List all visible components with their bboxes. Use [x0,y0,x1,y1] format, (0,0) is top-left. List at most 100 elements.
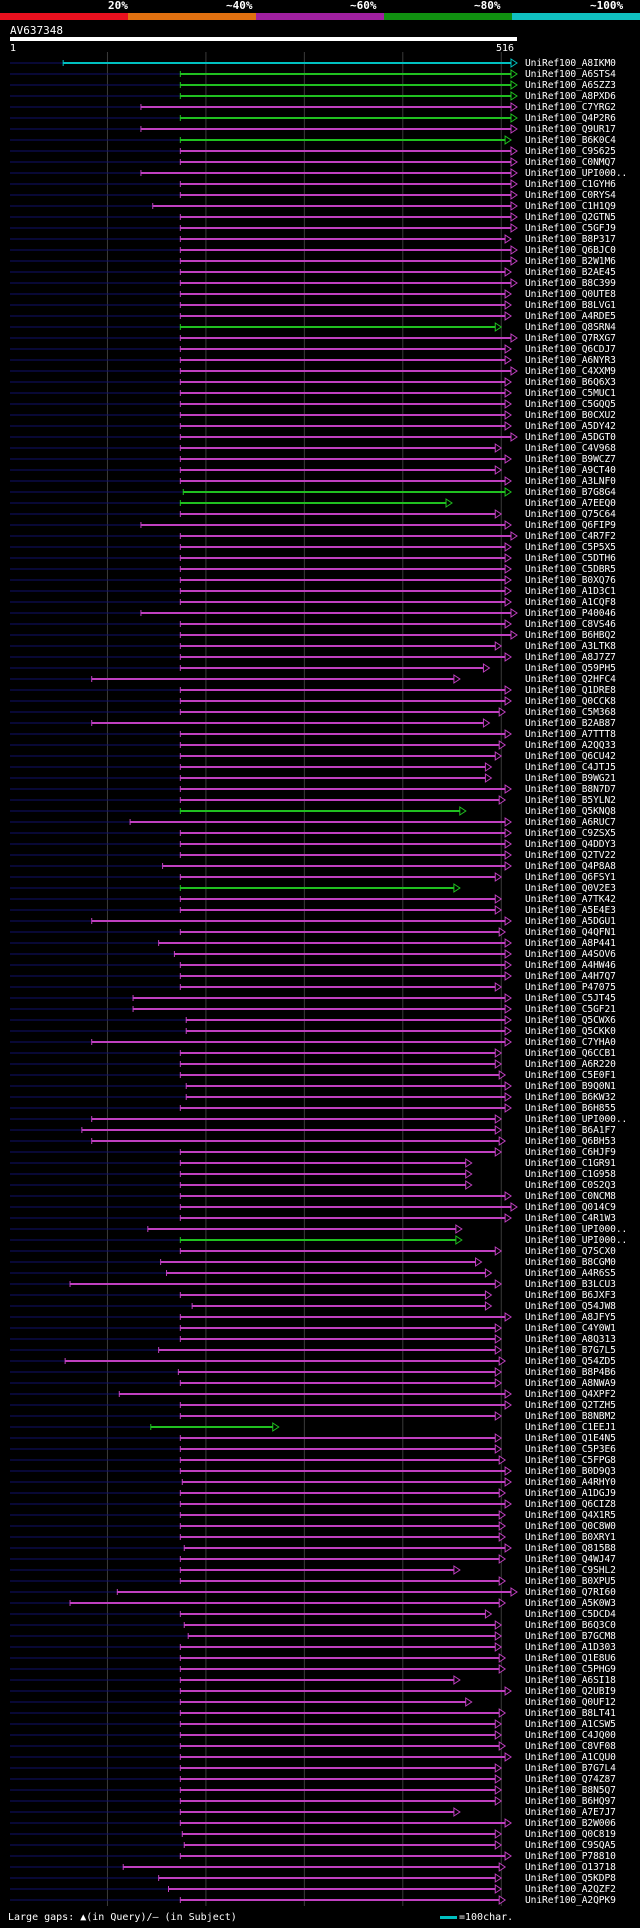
hit-label[interactable]: UniRef100_C5M368 [525,707,616,718]
hit-label[interactable]: UniRef100_A8IKM0 [525,58,616,69]
hit-label[interactable]: UniRef100_Q4P8A8 [525,861,616,872]
hit-label[interactable]: UniRef100_A7E7J7 [525,1807,616,1818]
hit-label[interactable]: UniRef100_Q74Z87 [525,1774,616,1785]
hit-label[interactable]: UniRef100_B2AE45 [525,267,616,278]
hit-label[interactable]: UniRef100_C0NMQ7 [525,157,616,168]
hit-label[interactable]: UniRef100_B8LVG1 [525,300,616,311]
hit-label[interactable]: UniRef100_A1D303 [525,1642,616,1653]
hit-label[interactable]: UniRef100_A5E4E3 [525,905,616,916]
hit-label[interactable]: UniRef100_B8P4B6 [525,1367,616,1378]
hit-label[interactable]: UniRef100_A6SI18 [525,1675,616,1686]
hit-label[interactable]: UniRef100_Q4QFN1 [525,927,616,938]
hit-label[interactable]: UniRef100_Q5CWX6 [525,1015,616,1026]
hit-label[interactable]: UniRef100_C4R7F2 [525,531,616,542]
hit-label[interactable]: UniRef100_Q75C64 [525,509,616,520]
hit-label[interactable]: UniRef100_B8CGM0 [525,1257,616,1268]
hit-label[interactable]: UniRef100_Q4DDY3 [525,839,616,850]
hit-label[interactable]: UniRef100_C0S2Q3 [525,1180,616,1191]
hit-label[interactable]: UniRef100_B6KW32 [525,1092,616,1103]
hit-label[interactable]: UniRef100_C8VF08 [525,1741,616,1752]
hit-label[interactable]: UniRef100_Q815B8 [525,1543,616,1554]
hit-label[interactable]: UniRef100_Q4X1R5 [525,1510,616,1521]
hit-label[interactable]: UniRef100_C4JQ00 [525,1730,616,1741]
hit-label[interactable]: UniRef100_B6HBQ2 [525,630,616,641]
hit-label[interactable]: UniRef100_Q6CU42 [525,751,616,762]
hit-label[interactable]: UniRef100_C4V968 [525,443,616,454]
hit-label[interactable]: UniRef100_A4H7Q7 [525,971,616,982]
hit-label[interactable]: UniRef100_B0XRY1 [525,1532,616,1543]
hit-label[interactable]: UniRef100_B6Q6X3 [525,377,616,388]
hit-label[interactable]: UniRef100_Q2GTN5 [525,212,616,223]
hit-label[interactable]: UniRef100_A2QZF2 [525,1884,616,1895]
hit-label[interactable]: UniRef100_B2W006 [525,1818,616,1829]
hit-label[interactable]: UniRef100_C5P3E6 [525,1444,616,1455]
hit-label[interactable]: UniRef100_A2QQ33 [525,740,616,751]
hit-label[interactable]: UniRef100_A3LTK8 [525,641,616,652]
hit-label[interactable]: UniRef100_A5DGT0 [525,432,616,443]
hit-label[interactable]: UniRef100_A7TTT8 [525,729,616,740]
hit-label[interactable]: UniRef100_Q4P2R6 [525,113,616,124]
hit-label[interactable]: UniRef100_A5K0W3 [525,1598,616,1609]
hit-label[interactable]: UniRef100_B0CXU2 [525,410,616,421]
hit-label[interactable]: UniRef100_C8VS46 [525,619,616,630]
hit-label[interactable]: UniRef100_B8NBM2 [525,1411,616,1422]
hit-label[interactable]: UniRef100_B8N5Q7 [525,1785,616,1796]
hit-label[interactable]: UniRef100_A1CSW5 [525,1719,616,1730]
hit-label[interactable]: UniRef100_C9S625 [525,146,616,157]
hit-label[interactable]: UniRef100_B9Q0N1 [525,1081,616,1092]
hit-label[interactable]: UniRef100_A8Q313 [525,1334,616,1345]
hit-label[interactable]: UniRef100_A4SOV6 [525,949,616,960]
hit-label[interactable]: UniRef100_Q9UR17 [525,124,616,135]
hit-label[interactable]: UniRef100_Q6FSY1 [525,872,616,883]
hit-label[interactable]: UniRef100_Q5KNQ8 [525,806,616,817]
hit-label[interactable]: UniRef100_Q6CCB1 [525,1048,616,1059]
hit-label[interactable]: UniRef100_Q8SRN4 [525,322,616,333]
hit-label[interactable]: UniRef100_C5MUC1 [525,388,616,399]
hit-label[interactable]: UniRef100_Q6BJC0 [525,245,616,256]
hit-label[interactable]: UniRef100_B0D9Q3 [525,1466,616,1477]
hit-label[interactable]: UniRef100_B3LCU3 [525,1279,616,1290]
hit-label[interactable]: UniRef100_B8LT41 [525,1708,616,1719]
hit-label[interactable]: UniRef100_UPI000.. [525,168,628,179]
hit-label[interactable]: UniRef100_C1EEJ1 [525,1422,616,1433]
hit-label[interactable]: UniRef100_A6R220 [525,1059,616,1070]
hit-label[interactable]: UniRef100_A2QPK9 [525,1895,616,1906]
hit-label[interactable]: UniRef100_B8C399 [525,278,616,289]
hit-label[interactable]: UniRef100_A9CT40 [525,465,616,476]
hit-label[interactable]: UniRef100_Q1E8U6 [525,1653,616,1664]
hit-label[interactable]: UniRef100_B0XQ76 [525,575,616,586]
hit-label[interactable]: UniRef100_A1CQU0 [525,1752,616,1763]
hit-label[interactable]: UniRef100_UPI000.. [525,1224,628,1235]
hit-label[interactable]: UniRef100_A1CQF8 [525,597,616,608]
hit-label[interactable]: UniRef100_A8J7Z7 [525,652,616,663]
hit-label[interactable]: UniRef100_Q6CIZ8 [525,1499,616,1510]
hit-label[interactable]: UniRef100_B6JXF3 [525,1290,616,1301]
hit-label[interactable]: UniRef100_A4HW46 [525,960,616,971]
hit-label[interactable]: UniRef100_C4Y0W1 [525,1323,616,1334]
hit-label[interactable]: UniRef100_Q1E4N5 [525,1433,616,1444]
hit-label[interactable]: UniRef100_Q0UF12 [525,1697,616,1708]
hit-label[interactable]: UniRef100_Q54ZD5 [525,1356,616,1367]
hit-label[interactable]: UniRef100_Q6BH53 [525,1136,616,1147]
hit-label[interactable]: UniRef100_Q7SCX0 [525,1246,616,1257]
hit-label[interactable]: UniRef100_A1DGJ9 [525,1488,616,1499]
hit-label[interactable]: UniRef100_B6HQ97 [525,1796,616,1807]
hit-label[interactable]: UniRef100_Q6FIP9 [525,520,616,531]
hit-label[interactable]: UniRef100_C5GQQ5 [525,399,616,410]
hit-label[interactable]: UniRef100_C6HJF9 [525,1147,616,1158]
hit-label[interactable]: UniRef100_Q7RI60 [525,1587,616,1598]
hit-label[interactable]: UniRef100_B2AB87 [525,718,616,729]
hit-label[interactable]: UniRef100_C5P5X5 [525,542,616,553]
hit-label[interactable]: UniRef100_C0NCM8 [525,1191,616,1202]
hit-label[interactable]: UniRef100_Q0CCK8 [525,696,616,707]
hit-label[interactable]: UniRef100_C7YRG2 [525,102,616,113]
hit-label[interactable]: UniRef100_Q1DRE8 [525,685,616,696]
hit-label[interactable]: UniRef100_P78810 [525,1851,616,1862]
hit-label[interactable]: UniRef100_A5DGU1 [525,916,616,927]
hit-label[interactable]: UniRef100_Q59PH5 [525,663,616,674]
hit-label[interactable]: UniRef100_C5GF21 [525,1004,616,1015]
hit-label[interactable]: UniRef100_A6SZZ3 [525,80,616,91]
hit-label[interactable]: UniRef100_A7EEQ0 [525,498,616,509]
hit-label[interactable]: UniRef100_C1G958 [525,1169,616,1180]
hit-label[interactable]: UniRef100_Q0V2E3 [525,883,616,894]
